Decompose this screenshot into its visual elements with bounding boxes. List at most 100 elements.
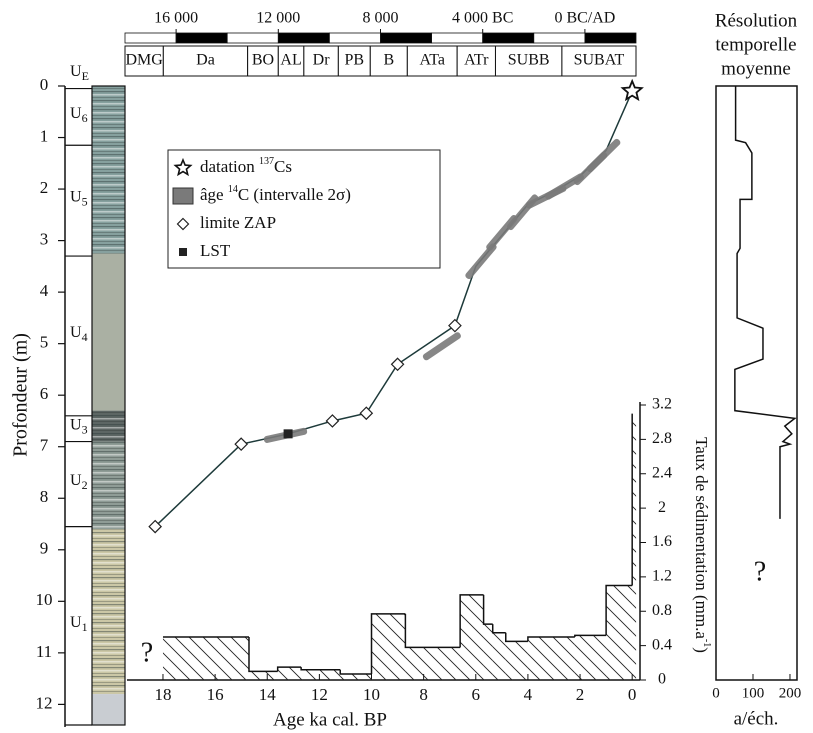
legend-label: âge 14C (intervalle 2σ): [200, 184, 351, 204]
legend-symbol: [179, 248, 187, 256]
unit-sub: 4: [82, 330, 88, 344]
zap-marker: [448, 318, 462, 333]
label-part: Taux de sédimentation (mm.a: [692, 437, 711, 639]
unit-sub: 1: [82, 620, 88, 634]
time-block: [328, 32, 381, 44]
histogram-bar: [606, 585, 633, 680]
label-part: C (intervalle 2σ): [238, 185, 351, 204]
y-tick-label: 7: [40, 436, 49, 455]
chronozone-label: Dr: [313, 52, 331, 69]
x-axis-title: Age ka cal. BP: [273, 709, 387, 730]
x-tick-label: 0: [628, 685, 637, 704]
chronozone-label: Da: [196, 52, 215, 69]
chronozone-label: B: [383, 52, 394, 69]
unit-name: U: [70, 105, 82, 122]
chronozone: [277, 45, 305, 77]
unit-label: U4: [70, 324, 88, 344]
y2-tick-label: 3.2: [652, 396, 672, 413]
legend-label: datation 137Cs: [200, 156, 292, 176]
y-tick-label: 4: [40, 281, 49, 300]
legend-label: LST: [200, 241, 231, 260]
legend-symbol: [173, 157, 193, 177]
lithology-layer: [92, 694, 125, 725]
y2-tick-label: 1.2: [652, 568, 672, 585]
legend-symbol: [172, 187, 194, 205]
unit-sub: 6: [82, 111, 88, 125]
x-tick-label: 4 000 BC: [452, 10, 513, 27]
histogram-outline: [482, 594, 493, 625]
histogram-bar: [574, 635, 607, 680]
y2-tick-label: 2.4: [652, 464, 672, 481]
chronozone: [247, 45, 279, 77]
x-tick-label: 18: [154, 685, 171, 704]
panel-title: Résolution: [715, 10, 798, 31]
legend-label: limite ZAP: [200, 213, 276, 232]
time-block: [226, 32, 279, 44]
label-part: LST: [200, 241, 231, 260]
time-block: [431, 32, 484, 44]
zap-marker: [390, 357, 405, 372]
unit-sub: E: [82, 69, 89, 83]
unit-label: U1: [70, 613, 88, 633]
histogram-bar: [277, 667, 302, 680]
c14-age: [465, 243, 497, 280]
histogram-outline: [605, 584, 633, 636]
chronozone: [337, 45, 371, 77]
histogram-outline: [459, 594, 484, 648]
panel-title: moyenne: [721, 58, 791, 79]
histogram-outline: [370, 613, 406, 674]
time-block: [533, 32, 586, 44]
x-tick-label: 4: [524, 685, 533, 704]
unit-sub: 3: [82, 422, 88, 436]
histogram-bar: [483, 624, 493, 680]
annotation: ?: [141, 637, 153, 668]
chronozone-label: BO: [252, 52, 274, 69]
legend-box: [167, 149, 441, 269]
histogram-bar: [460, 594, 484, 680]
lst-marker: [283, 429, 293, 439]
histogram-outline: [491, 624, 506, 634]
y-tick-label: 8: [40, 487, 49, 506]
resolution-line: [734, 86, 797, 519]
chronozone-label: ATr: [464, 52, 489, 69]
time-block: [584, 32, 637, 44]
chronozone-label: ATa: [419, 52, 445, 69]
panel-title: temporelle: [715, 34, 796, 55]
label-part: 137: [259, 156, 274, 167]
legend-symbol: [176, 217, 190, 231]
histogram-bar: [162, 637, 249, 680]
y-tick-label: 3: [40, 230, 49, 249]
histogram-bar: [248, 671, 278, 680]
histogram-bar: [405, 647, 461, 680]
y-tick-label: 12: [36, 693, 53, 712]
unit-label: U3: [70, 416, 88, 436]
y2-tick-label: 0: [658, 671, 666, 688]
chronozone-label: SUBAT: [574, 52, 625, 69]
time-block: [380, 32, 432, 44]
x-tick-label: 12: [311, 685, 328, 704]
unit-name: U: [70, 472, 82, 489]
y-tick-label: 5: [40, 333, 49, 352]
unit-name: U: [70, 416, 82, 433]
histogram-outline: [276, 666, 302, 672]
histogram-outline: [404, 613, 461, 649]
unit-label: U2: [70, 472, 88, 492]
x-tick-label: 6: [472, 685, 481, 704]
x-tick-label: 16: [207, 685, 224, 704]
unit-name: U: [70, 63, 82, 80]
x-tick-label: 2: [576, 685, 585, 704]
zap-marker: [234, 437, 249, 451]
y2-tick-label: 1.6: [652, 533, 672, 550]
chronozone: [406, 45, 458, 77]
label-part: Cs: [274, 157, 292, 176]
chronozone: [369, 45, 408, 77]
unit-name: U: [70, 188, 82, 205]
x-tick-label: 0 BC/AD: [554, 10, 615, 27]
label-part: 14: [228, 184, 238, 195]
annotation: ?: [754, 556, 766, 587]
y-tick-label: 6: [40, 384, 49, 403]
x-tick-label: 8: [419, 685, 428, 704]
label-part: datation: [200, 157, 259, 176]
label-part: limite ZAP: [200, 213, 276, 232]
